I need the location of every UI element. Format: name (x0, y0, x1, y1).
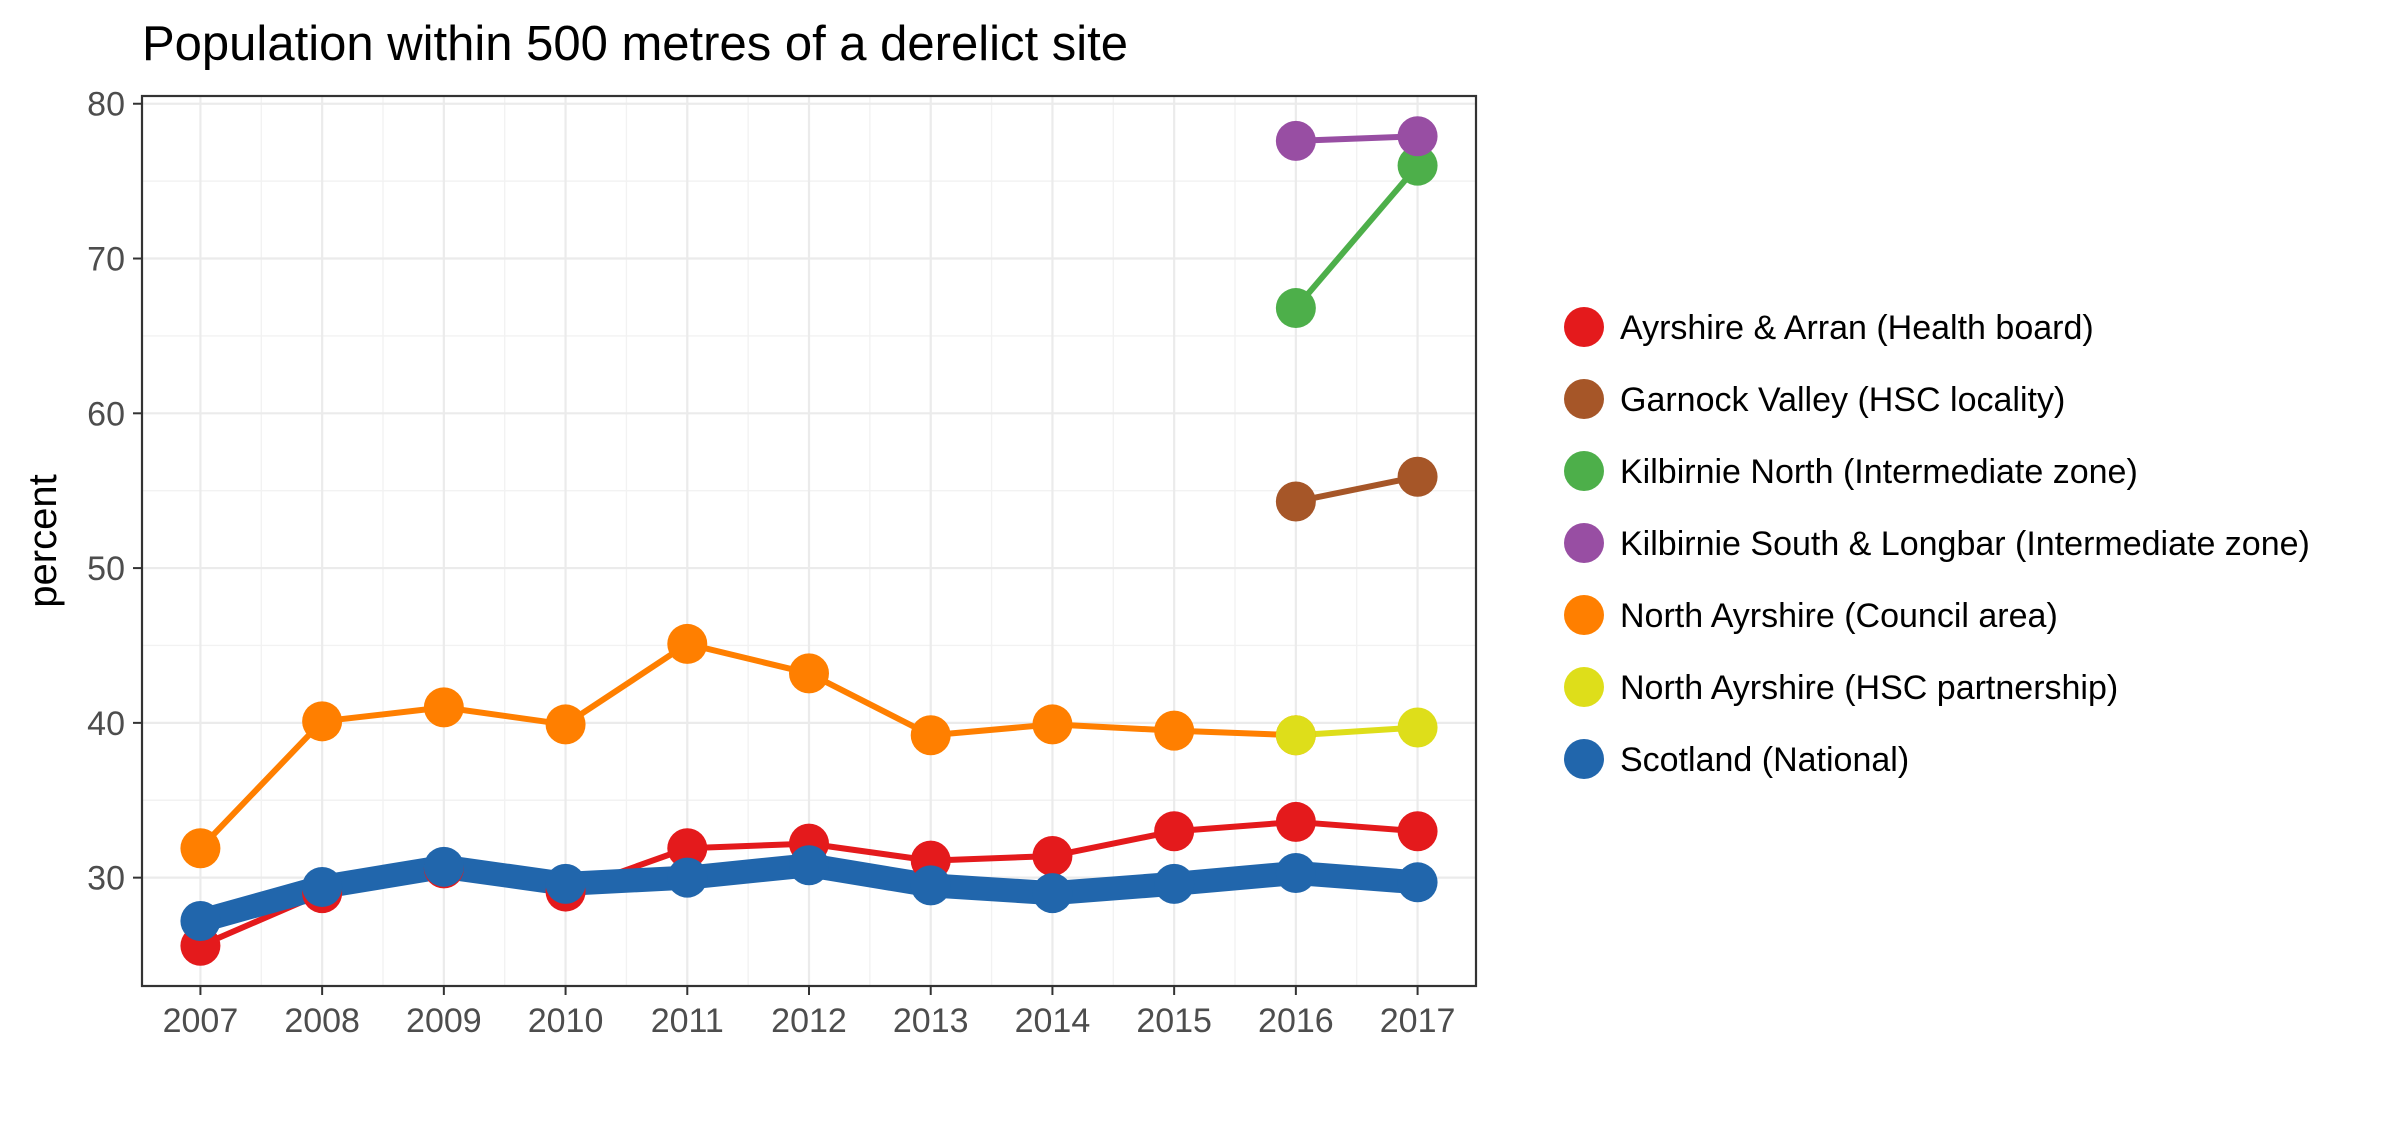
data-point (1275, 853, 1316, 894)
data-point (789, 653, 829, 694)
y-tick-label: 70 (87, 241, 125, 279)
x-tick-label: 2012 (771, 1002, 847, 1040)
data-point (910, 865, 951, 906)
data-point (1032, 835, 1073, 876)
x-tick-label: 2015 (1136, 1002, 1212, 1040)
data-point (302, 866, 343, 907)
legend-label: Kilbirnie North (Intermediate zone) (1620, 453, 2138, 491)
legend-key-point (1564, 739, 1604, 779)
legend-key-point (1564, 451, 1604, 491)
legend-label: North Ayrshire (Council area) (1620, 597, 2058, 635)
y-tick-label: 60 (87, 395, 125, 433)
data-point (667, 623, 708, 664)
data-point (180, 828, 221, 869)
legend-key-point (1564, 523, 1604, 563)
data-point (545, 863, 586, 904)
data-point (1032, 873, 1073, 914)
legend-key-point (1564, 307, 1604, 347)
legend-label: Garnock Valley (HSC locality) (1620, 381, 2065, 419)
data-point (302, 701, 343, 742)
data-point (667, 828, 708, 869)
data-point (1154, 710, 1195, 751)
legend: Ayrshire & Arran (Health board) Garnock V… (1564, 307, 2310, 779)
x-tick-label: 2013 (893, 1002, 969, 1040)
data-point (910, 715, 951, 756)
x-tick-label: 2007 (163, 1002, 239, 1040)
x-tick-label: 2010 (528, 1002, 604, 1040)
y-tick-labels: 30 40 50 60 70 80 (87, 86, 125, 898)
x-tick-labels: 2007 2008 2009 2010 2011 2012 2013 2014 2015 2016… (163, 1002, 1456, 1040)
data-point (1397, 707, 1438, 748)
x-tick-label: 2017 (1380, 1002, 1456, 1040)
series-line (1295, 133, 1418, 144)
axis-ticks (133, 102, 1419, 995)
legend-key-point (1564, 595, 1604, 635)
data-point (1032, 704, 1073, 745)
y-tick-label: 80 (87, 86, 125, 124)
series-points (180, 116, 1438, 966)
data-point (1397, 811, 1438, 852)
data-point (545, 704, 586, 745)
series-line (1295, 473, 1419, 505)
legend-label: Kilbirnie South & Longbar (Intermediate … (1620, 525, 2310, 563)
series-line (198, 640, 1296, 851)
legend-key-point (1564, 667, 1604, 707)
data-point (1397, 116, 1438, 157)
legend-label: Ayrshire & Arran (Health board) (1620, 309, 2094, 347)
data-point (1154, 863, 1195, 904)
data-point (1275, 481, 1316, 522)
data-point (1275, 801, 1316, 842)
legend-label: Scotland (National) (1620, 741, 1909, 779)
x-tick-label: 2009 (406, 1002, 482, 1040)
y-tick-label: 40 (87, 705, 125, 743)
x-tick-label: 2016 (1258, 1002, 1334, 1040)
data-point (1154, 811, 1195, 852)
x-tick-label: 2008 (284, 1002, 360, 1040)
data-point (423, 846, 464, 887)
legend-key-point (1564, 379, 1604, 419)
legend-label: North Ayrshire (HSC partnership) (1620, 669, 2118, 707)
data-point (1275, 120, 1316, 161)
chart-title: Population within 500 metres of a dereli… (142, 17, 1128, 71)
y-tick-label: 50 (87, 550, 125, 588)
data-point (1397, 862, 1438, 903)
data-point (667, 857, 708, 898)
data-point (180, 900, 221, 941)
data-point (789, 845, 829, 886)
x-tick-label: 2011 (651, 1002, 724, 1040)
data-point (1397, 145, 1438, 186)
y-axis-label: percent (21, 474, 65, 607)
series-line (1295, 724, 1418, 739)
series-line (1293, 163, 1420, 311)
data-point (1397, 456, 1438, 497)
x-tick-label: 2014 (1015, 1002, 1091, 1040)
data-point (1275, 288, 1316, 329)
data-point (1275, 715, 1316, 756)
y-tick-label: 30 (87, 860, 125, 898)
data-point (423, 687, 464, 728)
